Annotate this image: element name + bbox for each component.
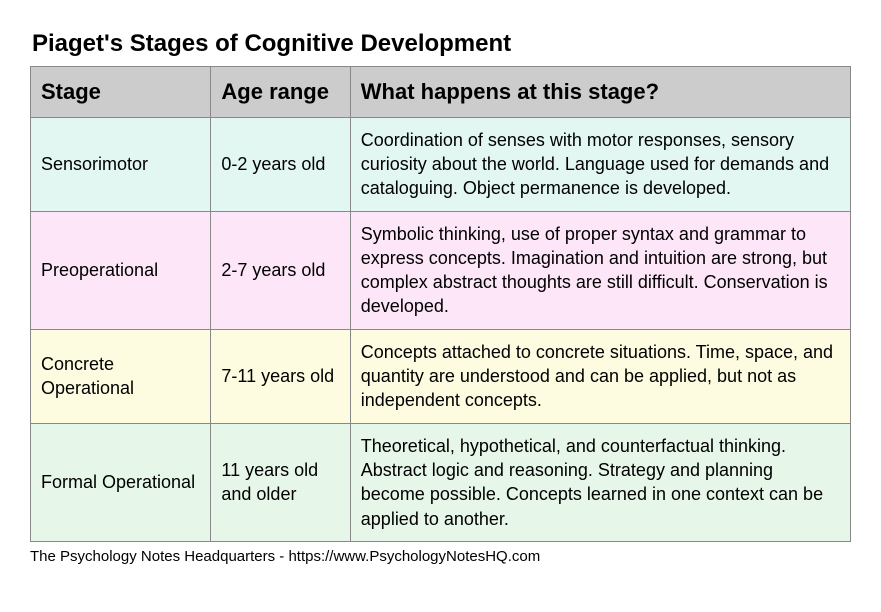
cell-age: 0-2 years old [211,117,350,211]
cell-stage: Concrete Operational [31,329,211,423]
table-header-row: Stage Age range What happens at this sta… [31,67,851,118]
cell-desc: Coordination of senses with motor respon… [350,117,850,211]
cell-age: 11 years old and older [211,423,350,541]
cell-age: 7-11 years old [211,329,350,423]
page-title: Piaget's Stages of Cognitive Development [32,30,851,58]
col-age: Age range [211,67,350,118]
cell-stage: Formal Operational [31,423,211,541]
cell-stage: Sensorimotor [31,117,211,211]
table-row: Concrete Operational 7-11 years old Conc… [31,329,851,423]
table-row: Preoperational 2-7 years old Symbolic th… [31,211,851,329]
cell-desc: Theoretical, hypothetical, and counterfa… [350,423,850,541]
col-stage: Stage [31,67,211,118]
cell-desc: Symbolic thinking, use of proper syntax … [350,211,850,329]
table-row: Sensorimotor 0-2 years old Coordination … [31,117,851,211]
cell-age: 2-7 years old [211,211,350,329]
cell-desc: Concepts attached to concrete situations… [350,329,850,423]
col-desc: What happens at this stage? [350,67,850,118]
stages-table: Stage Age range What happens at this sta… [30,66,851,542]
table-row: Formal Operational 11 years old and olde… [31,423,851,541]
cell-stage: Preoperational [31,211,211,329]
footer-text: The Psychology Notes Headquarters - http… [30,548,851,565]
